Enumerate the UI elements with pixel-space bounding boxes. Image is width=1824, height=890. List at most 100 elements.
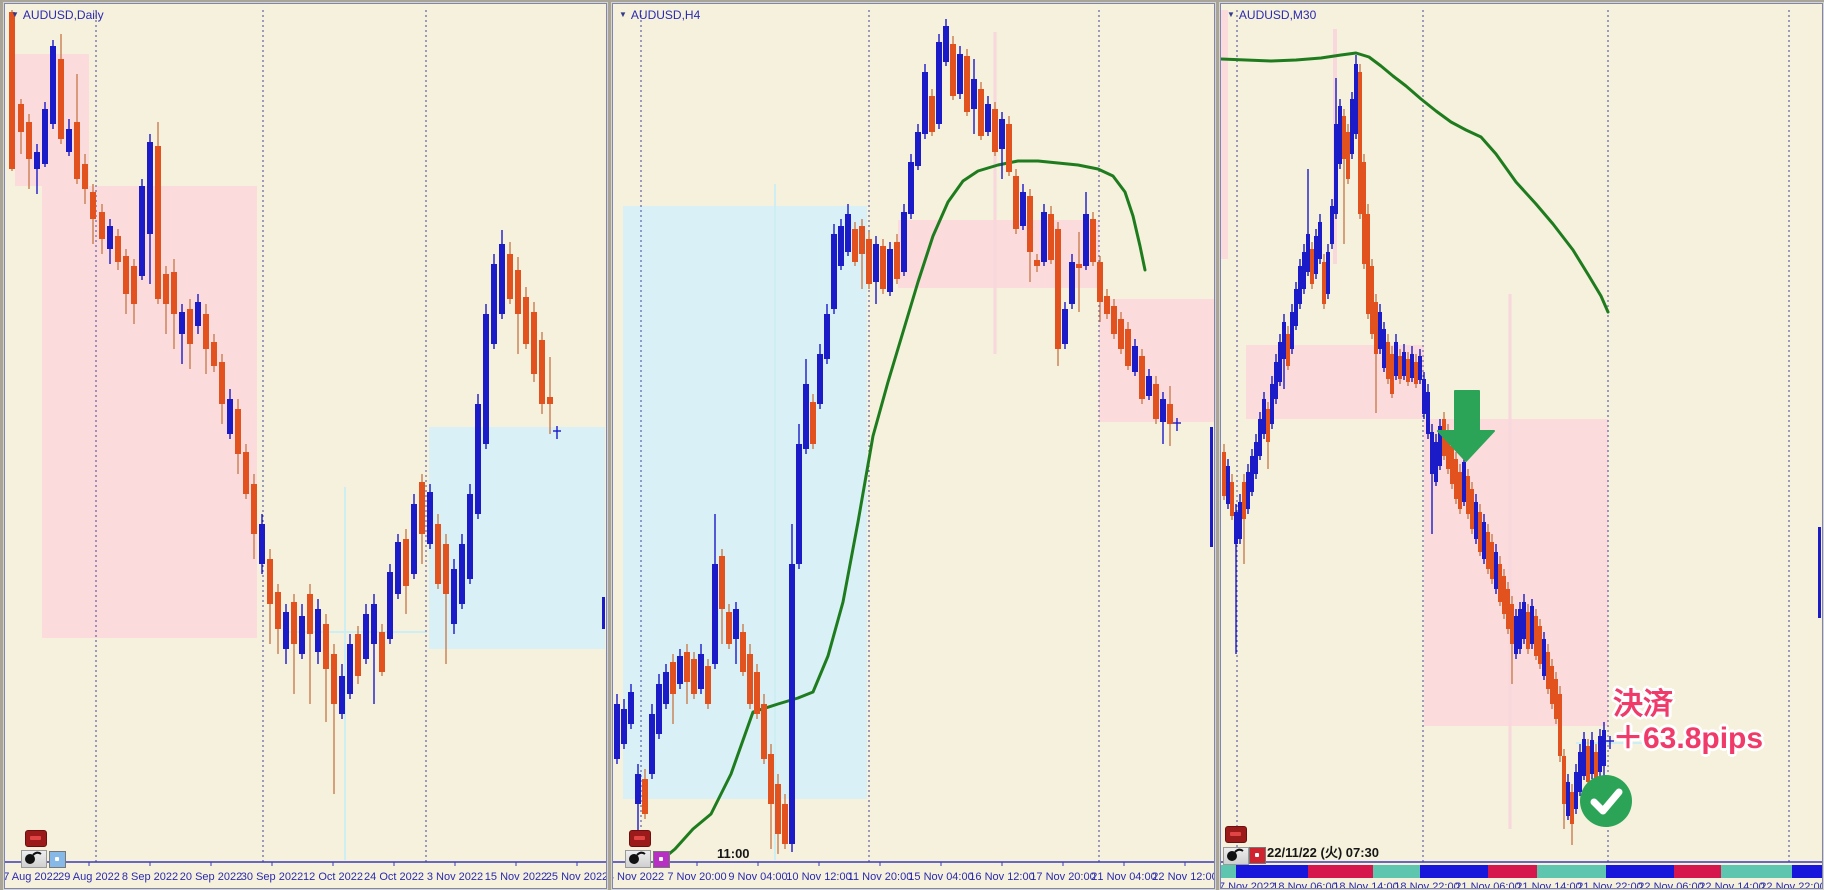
axis-date-label: 11 Nov 20:00 bbox=[848, 871, 913, 883]
axis-date-label: 15 Nov 04:00 bbox=[908, 871, 973, 883]
axis-date-label: 17 Nov 2022 bbox=[1221, 881, 1275, 888]
candle-body bbox=[761, 704, 767, 759]
candle-body bbox=[1258, 419, 1262, 456]
square-dot-script-icon[interactable] bbox=[1249, 847, 1266, 864]
candle-body bbox=[971, 79, 977, 109]
candle-body bbox=[42, 109, 48, 164]
candle-body bbox=[810, 402, 816, 444]
candle-body bbox=[1402, 352, 1406, 376]
chart-title-h4[interactable]: ▼ AUDUSD,H4 bbox=[619, 8, 700, 22]
axis-date-label: 21 Nov 22:00 bbox=[1577, 881, 1642, 888]
eye-indicator-icon[interactable] bbox=[21, 850, 47, 868]
candle-body bbox=[950, 44, 956, 96]
candle-body bbox=[1486, 532, 1490, 569]
candle-body bbox=[1302, 252, 1306, 289]
candle-body bbox=[1422, 379, 1426, 414]
candle-body bbox=[1350, 99, 1354, 154]
session-band-segment bbox=[1221, 865, 1236, 878]
candle-body bbox=[1167, 404, 1173, 424]
candle-body bbox=[539, 340, 545, 404]
candle-body bbox=[1048, 214, 1054, 260]
square-dot-script-icon[interactable] bbox=[49, 851, 66, 868]
candle-body bbox=[411, 504, 417, 574]
candle-body bbox=[719, 556, 725, 609]
candle-body bbox=[1055, 229, 1061, 349]
candle-body bbox=[1598, 736, 1602, 772]
eye-glyph bbox=[629, 851, 646, 864]
axis-date-label: 8 Sep 2022 bbox=[122, 871, 178, 883]
candle-body bbox=[1534, 616, 1538, 656]
candle-body bbox=[1382, 329, 1386, 368]
minus-button-icon[interactable] bbox=[25, 830, 47, 847]
candle-time-label: 11:00 bbox=[717, 846, 750, 861]
candle-body bbox=[283, 612, 289, 649]
eye-glyph bbox=[1227, 848, 1244, 861]
candle-body bbox=[1125, 329, 1131, 366]
candle-body bbox=[371, 604, 377, 644]
candle-body bbox=[395, 542, 401, 594]
axis-date-label: 18 Nov 22:00 bbox=[1394, 881, 1459, 888]
eye-indicator-icon[interactable] bbox=[1223, 847, 1249, 865]
candle-body bbox=[219, 362, 225, 404]
candle-body bbox=[1034, 260, 1040, 266]
moving-average-line bbox=[1221, 51, 1610, 314]
candle-body bbox=[435, 524, 441, 584]
candle-body bbox=[656, 684, 662, 734]
candle-body bbox=[1546, 652, 1550, 689]
candle-body bbox=[1322, 262, 1326, 304]
minus-button-icon[interactable] bbox=[1225, 826, 1247, 843]
square-dot-script-icon[interactable] bbox=[653, 851, 670, 868]
candle-body bbox=[1097, 262, 1103, 302]
candle-body bbox=[9, 12, 15, 169]
candle-body bbox=[642, 779, 648, 814]
candle-body bbox=[1550, 666, 1554, 704]
candle-body bbox=[147, 142, 153, 234]
candle-body bbox=[1562, 756, 1566, 804]
candle-body bbox=[824, 314, 830, 359]
candle-body bbox=[831, 234, 837, 309]
edge-price-marker bbox=[1818, 527, 1821, 618]
axis-date-label: 10 Nov 12:00 bbox=[786, 871, 851, 883]
candle-body bbox=[845, 214, 851, 252]
candle-body bbox=[531, 312, 537, 374]
chart-title-m30[interactable]: ▼ AUDUSD,M30 bbox=[1227, 8, 1316, 22]
candle-body bbox=[1430, 432, 1434, 474]
axis-date-label: 3 Nov 2022 bbox=[427, 871, 483, 883]
candle-body bbox=[1139, 356, 1145, 399]
candle-body bbox=[50, 46, 56, 124]
axis-date-label: 18 Nov 14:00 bbox=[1333, 881, 1398, 888]
candle-body bbox=[483, 314, 489, 444]
candle-body bbox=[1118, 319, 1124, 349]
candle-body bbox=[1318, 222, 1322, 259]
axis-date-label: 16 Nov 12:00 bbox=[969, 871, 1034, 883]
minus-button-icon[interactable] bbox=[629, 830, 651, 847]
candle-body bbox=[211, 342, 217, 366]
axis-date-label: 21 Nov 06:00 bbox=[1455, 881, 1520, 888]
session-band-segment bbox=[1373, 865, 1420, 878]
candle-body bbox=[936, 42, 942, 124]
candle-body bbox=[523, 297, 529, 344]
candle-body bbox=[775, 784, 781, 834]
candle-body bbox=[339, 676, 345, 714]
candle-body bbox=[782, 804, 788, 844]
candle-body bbox=[1354, 64, 1358, 134]
candle-body bbox=[99, 212, 105, 239]
sell-arrow-icon bbox=[1437, 390, 1495, 462]
axis-date-label: 21 Nov 04:00 bbox=[1091, 871, 1156, 883]
candle-body bbox=[1076, 264, 1082, 268]
candle-body bbox=[698, 654, 704, 689]
candle-body bbox=[1006, 124, 1012, 172]
candle-body bbox=[852, 229, 858, 262]
candle-body bbox=[171, 272, 177, 314]
candle-body bbox=[1013, 176, 1019, 229]
candle-body bbox=[1394, 342, 1398, 376]
chart-title-daily[interactable]: ▼ AUDUSD,Daily bbox=[11, 8, 104, 22]
candle-body bbox=[1230, 482, 1234, 516]
candle-body bbox=[379, 632, 385, 672]
axis-date-label: 22 Nov 06:00 bbox=[1638, 881, 1703, 888]
eye-indicator-icon[interactable] bbox=[625, 850, 651, 868]
